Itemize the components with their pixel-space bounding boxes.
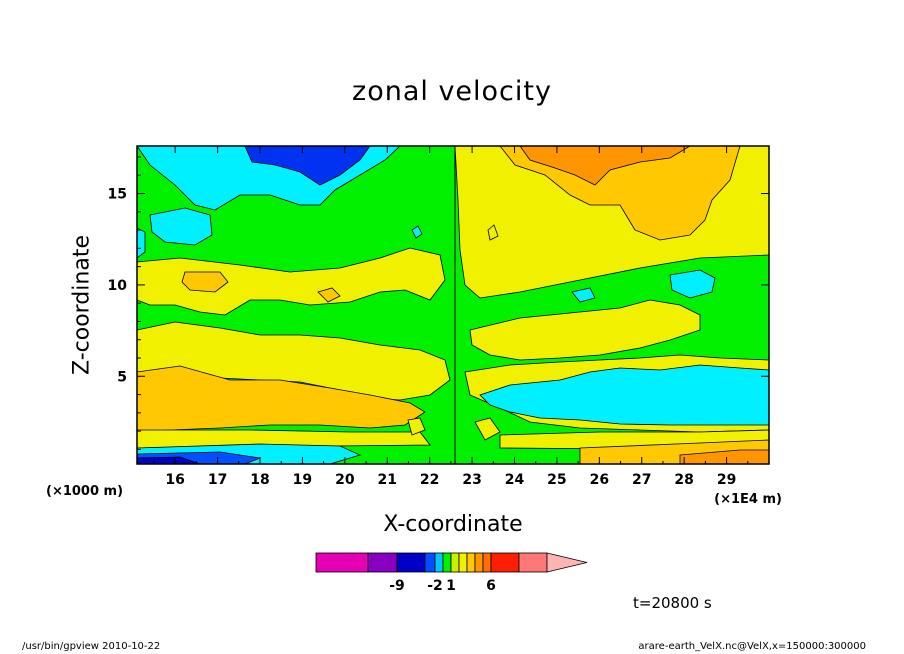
x-axis-label: X-coordinate xyxy=(383,512,523,537)
x-tick-label: 26 xyxy=(590,472,609,488)
x-secondary-unit-label: (×1E4 m) xyxy=(714,492,782,507)
y-axis-label: Z-coordinate xyxy=(69,235,95,375)
colorbar: -9 -2 1 6 xyxy=(315,552,588,594)
x-tick-label: 19 xyxy=(293,472,312,488)
x-tick-label: 27 xyxy=(632,472,651,488)
x-tick-label: 24 xyxy=(505,472,525,488)
y-tick-label: 15 xyxy=(108,187,127,203)
contour-cyan-mid-right xyxy=(669,269,716,299)
colorbar-swatch xyxy=(450,552,460,573)
contour-darkorange-bottom-right xyxy=(679,449,769,464)
time-annotation: t=20800 s xyxy=(633,594,712,612)
y-tick-label: 5 xyxy=(117,369,127,385)
contour-darkblue-bottom-left xyxy=(137,456,201,464)
colorbar-swatch xyxy=(518,552,548,573)
contour-yellow-low-left xyxy=(137,321,451,401)
contour-field xyxy=(137,146,769,464)
contour-cyan-small-right xyxy=(571,287,596,303)
colorbar-swatch xyxy=(474,552,484,573)
colorbar-swatch xyxy=(482,552,492,573)
colorbar-tick-label: 1 xyxy=(446,578,456,594)
colorbar-swatch xyxy=(442,552,452,573)
colorbar-tick-label: -9 xyxy=(389,578,405,594)
x-tick-label: 29 xyxy=(717,472,736,488)
y-tick-label: 10 xyxy=(108,278,128,294)
x-tick-label: 18 xyxy=(250,472,269,488)
colorbar-swatch xyxy=(396,552,426,573)
x-tick-label: 25 xyxy=(547,472,566,488)
contour-yellow-small-2 xyxy=(474,417,501,441)
colorbar-swatch xyxy=(490,552,520,573)
contour-orange-mid-left xyxy=(181,271,229,293)
colorbar-swatch xyxy=(434,552,444,573)
contour-yellow-mid-right xyxy=(469,299,701,361)
colorbar-tick-label: 6 xyxy=(486,578,496,594)
contour-orange-small xyxy=(317,287,341,303)
x-axis-ticks: 16 17 18 19 20 21 22 23 24 25 26 27 28 29 xyxy=(153,146,749,488)
contour-yellow-mid-left xyxy=(137,247,446,316)
x-tick-label: 17 xyxy=(208,472,227,488)
colorbar-swatch xyxy=(424,552,436,573)
colorbar-extend-arrow xyxy=(546,552,588,573)
contour-blue-top xyxy=(244,146,371,186)
contour-cyan-small-1 xyxy=(411,225,423,239)
footer-left: /usr/bin/gpview 2010-10-22 xyxy=(22,641,161,652)
y-axis-ticks: 5 10 15 xyxy=(108,156,769,450)
contour-yellow-small-1 xyxy=(407,417,426,436)
colorbar-swatch xyxy=(466,552,476,573)
plot-frame xyxy=(136,145,770,465)
contour-yellow-small-3 xyxy=(487,224,499,241)
chart-title: zonal velocity xyxy=(352,76,552,107)
x-tick-label: 22 xyxy=(420,472,439,488)
x-tick-label: 23 xyxy=(462,472,481,488)
colorbar-swatch xyxy=(458,552,468,573)
footer-right: arare-earth_VelX.nc@VelX,x=150000:300000 xyxy=(638,641,866,652)
contour-cyan-edge xyxy=(137,227,146,259)
colorbar-swatch xyxy=(367,552,398,573)
contour-cyan-low-right xyxy=(479,364,769,426)
contour-darkorange-top xyxy=(519,146,691,186)
contour-cyan-left-blob xyxy=(149,207,213,246)
colorbar-tick-label: -2 xyxy=(427,578,443,594)
colorbar-swatch xyxy=(315,552,369,573)
x-tick-label: 20 xyxy=(335,472,355,488)
x-tick-label: 28 xyxy=(674,472,693,488)
x-tick-label: 21 xyxy=(378,472,397,488)
x-unit-label: (×1000 m) xyxy=(46,484,124,499)
x-tick-label: 16 xyxy=(165,472,184,488)
